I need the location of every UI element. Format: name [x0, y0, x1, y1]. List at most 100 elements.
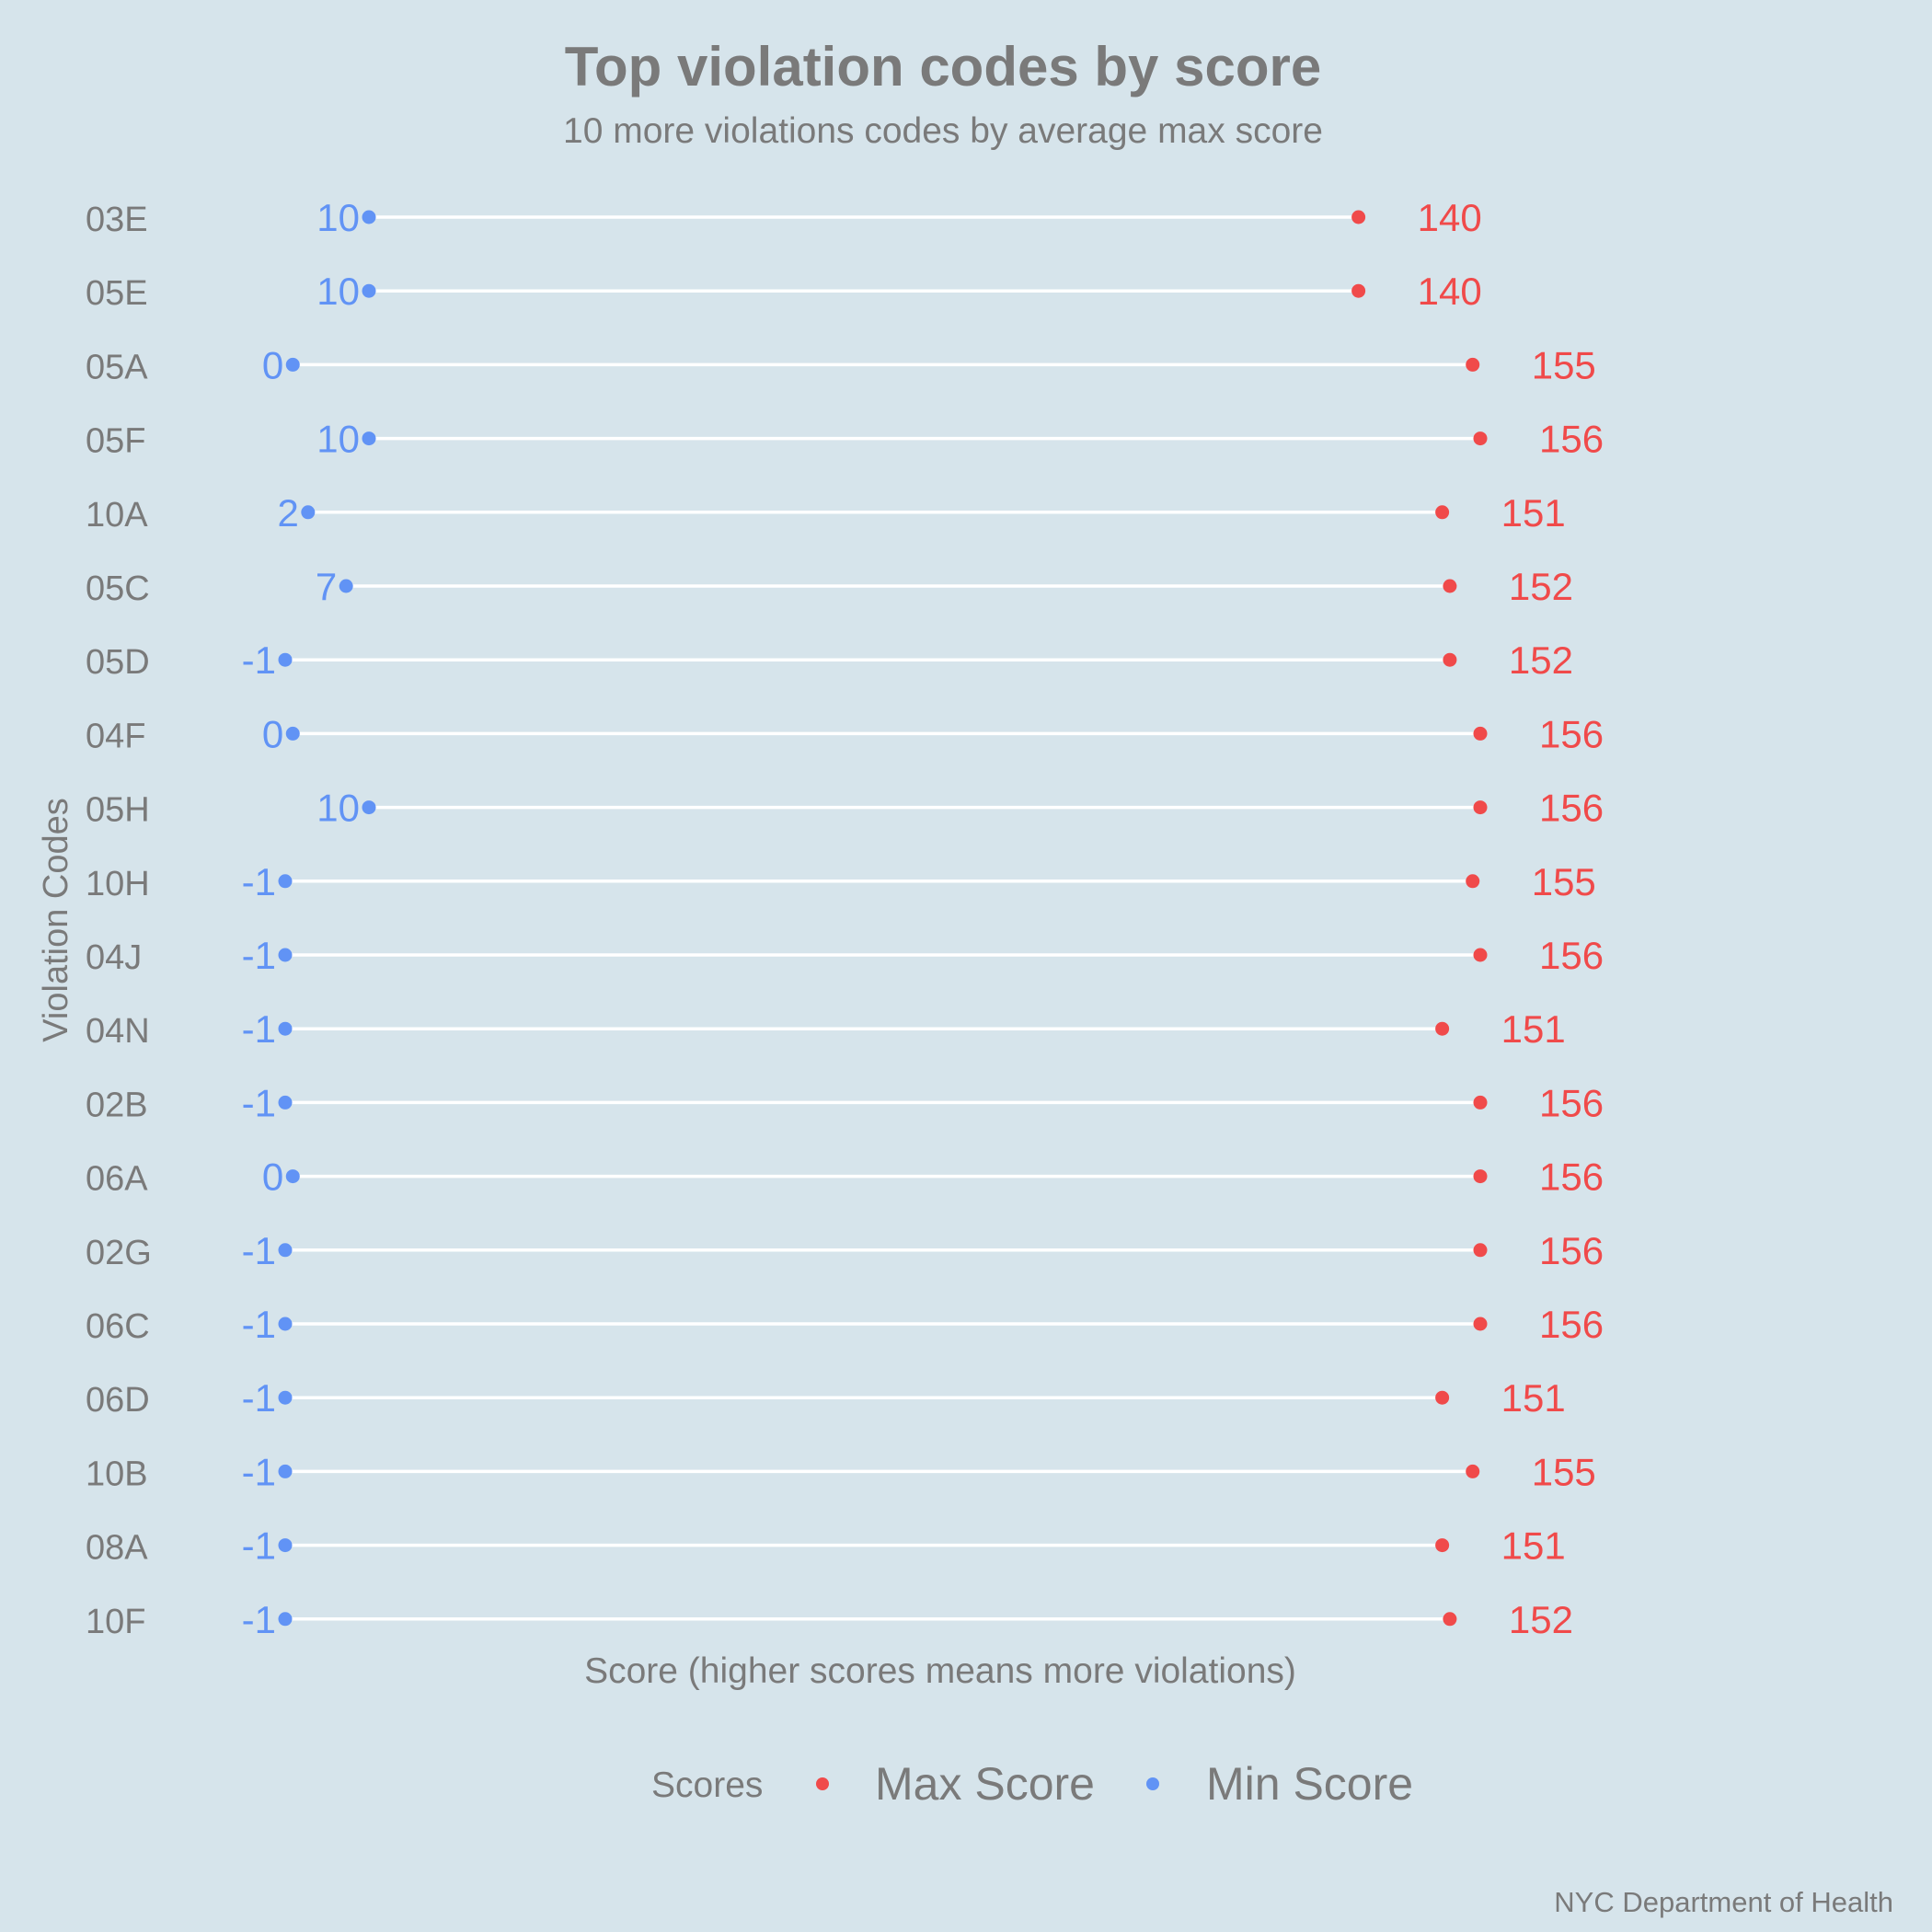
y-tick-label: 06D [86, 1381, 150, 1420]
chart-subtitle: 10 more violations codes by average max … [563, 111, 1323, 151]
min-score-label: -1 [242, 1007, 276, 1051]
min-score-point [278, 1612, 293, 1627]
max-score-point [1473, 948, 1488, 962]
min-score-point [362, 431, 376, 446]
max-score-point [1473, 1095, 1488, 1110]
min-score-point [285, 357, 300, 372]
y-tick-label: 08A [86, 1529, 148, 1568]
y-tick-label: 10A [86, 496, 148, 535]
min-score-point [278, 1317, 293, 1331]
max-score-label: 156 [1539, 712, 1604, 755]
max-score-point [1473, 431, 1488, 446]
min-score-label: -1 [242, 1081, 276, 1124]
max-score-point [1473, 1317, 1488, 1331]
min-score-point [278, 1464, 293, 1478]
max-score-point [1466, 874, 1480, 889]
max-score-point [1473, 800, 1488, 815]
min-score-label: -1 [242, 1229, 276, 1272]
min-score-label: 10 [316, 418, 360, 461]
max-score-label: 151 [1501, 1524, 1566, 1568]
chart-title: Top violation codes by score [565, 36, 1321, 98]
y-tick-label: 04N [86, 1012, 150, 1051]
max-score-point [1435, 1021, 1450, 1036]
max-score-point [1435, 505, 1450, 520]
max-score-point [1466, 1464, 1480, 1478]
min-score-point [278, 1538, 293, 1553]
plot-rows: 03E 10 140 05E 10 140 05A 0 155 05F 10 156 10A 2 151 05… [86, 196, 1604, 1641]
max-score-point [1435, 1538, 1450, 1553]
y-tick-label: 05H [86, 791, 150, 830]
min-score-label: -1 [242, 934, 276, 977]
min-score-point [285, 1169, 300, 1184]
y-tick-label: 05E [86, 274, 148, 313]
chart-caption: NYC Department of Health [1554, 1886, 1893, 1918]
min-score-point [278, 1095, 293, 1110]
min-score-label: 10 [316, 270, 360, 313]
max-score-point [1473, 1169, 1488, 1184]
max-score-label: 140 [1418, 270, 1482, 313]
legend-swatch-min-score [1146, 1777, 1159, 1790]
min-score-point [278, 652, 293, 667]
min-score-point [278, 874, 293, 889]
max-score-label: 152 [1509, 1598, 1573, 1641]
min-score-point [278, 1390, 293, 1405]
max-score-point [1443, 652, 1457, 667]
max-score-label: 151 [1501, 1007, 1566, 1051]
min-score-point [301, 505, 316, 520]
min-score-point [362, 283, 376, 298]
y-tick-label: 05A [86, 348, 148, 386]
legend: Scores Max Score Min Score [651, 1758, 1413, 1810]
min-score-label: -1 [242, 1303, 276, 1346]
legend-swatch-max-score [816, 1777, 829, 1790]
min-score-point [285, 726, 300, 741]
x-axis-title: Score (higher scores means more violatio… [584, 1651, 1296, 1691]
min-score-label: -1 [242, 860, 276, 903]
max-score-point [1473, 1243, 1488, 1258]
min-score-label: -1 [242, 1598, 276, 1641]
max-score-label: 155 [1532, 343, 1596, 386]
legend-title: Scores [651, 1765, 763, 1805]
max-score-label: 152 [1509, 638, 1573, 682]
max-score-label: 155 [1532, 1450, 1596, 1493]
min-score-point [362, 800, 376, 815]
legend-label-min-score: Min Score [1206, 1758, 1413, 1810]
min-score-label: 0 [262, 1156, 283, 1199]
y-tick-label: 10H [86, 865, 150, 903]
max-score-point [1443, 1612, 1457, 1627]
max-score-label: 151 [1501, 1376, 1566, 1420]
y-tick-label: 06A [86, 1160, 148, 1199]
min-score-point [278, 948, 293, 962]
min-score-label: -1 [242, 1376, 276, 1420]
min-score-label: 10 [316, 196, 360, 239]
max-score-point [1466, 357, 1480, 372]
min-score-point [278, 1021, 293, 1036]
max-score-point [1351, 210, 1366, 224]
y-axis-title: Violation Codes [37, 798, 75, 1041]
min-score-point [339, 579, 353, 593]
min-score-label: -1 [242, 1450, 276, 1493]
min-score-label: 0 [262, 343, 283, 386]
max-score-point [1351, 283, 1366, 298]
max-score-label: 156 [1539, 418, 1604, 461]
max-score-point [1473, 726, 1488, 741]
min-score-label: -1 [242, 638, 276, 682]
y-tick-label: 05C [86, 569, 150, 608]
max-score-label: 151 [1501, 491, 1566, 535]
max-score-label: 156 [1539, 1156, 1604, 1199]
min-score-label: 2 [277, 491, 298, 535]
max-score-label: 140 [1418, 196, 1482, 239]
y-tick-label: 05D [86, 643, 150, 682]
max-score-point [1443, 579, 1457, 593]
min-score-point [278, 1243, 293, 1258]
max-score-label: 156 [1539, 1229, 1604, 1272]
max-score-label: 156 [1539, 787, 1604, 830]
max-score-label: 155 [1532, 860, 1596, 903]
y-tick-label: 10F [86, 1603, 145, 1641]
y-tick-label: 03E [86, 201, 148, 239]
max-score-point [1435, 1390, 1450, 1405]
min-score-label: 7 [316, 565, 337, 608]
max-score-label: 152 [1509, 565, 1573, 608]
y-tick-label: 04F [86, 717, 145, 755]
